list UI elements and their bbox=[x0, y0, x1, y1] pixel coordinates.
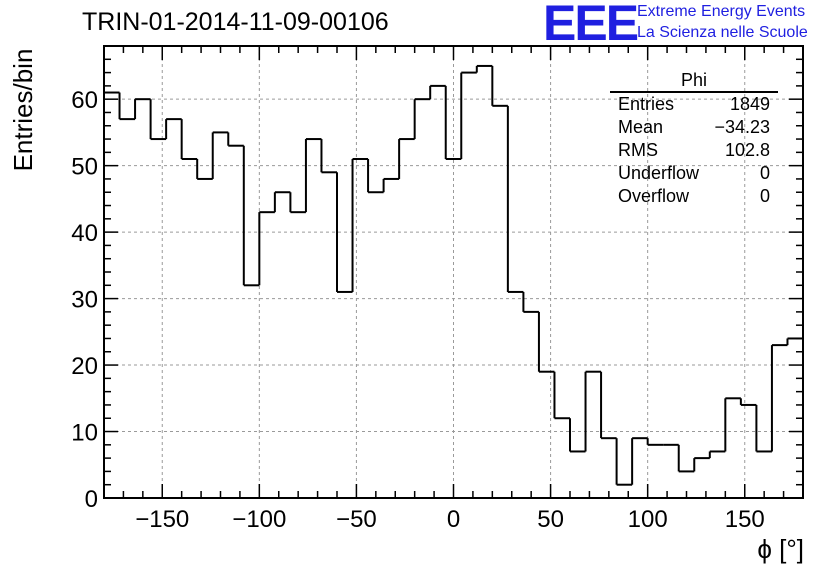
x-tick-label: −100 bbox=[232, 506, 286, 533]
stats-value: 0 bbox=[759, 186, 770, 206]
y-tick-label: 40 bbox=[71, 220, 98, 247]
x-axis-label: ϕ [°] bbox=[757, 534, 804, 564]
stats-box-name: Phi bbox=[610, 70, 778, 93]
stats-label: Mean bbox=[618, 117, 664, 137]
logo-tagline-2: La Scienza nelle Scuole bbox=[637, 24, 808, 41]
y-tick-label: 20 bbox=[71, 353, 98, 380]
stats-box: Phi Entries 1849 Mean −34.23 RMS 102.8 U… bbox=[610, 70, 778, 208]
stats-row-mean: Mean −34.23 bbox=[610, 116, 778, 139]
x-tick-label: 100 bbox=[628, 506, 668, 533]
stats-value: 102.8 bbox=[724, 140, 770, 160]
stats-label: RMS bbox=[618, 140, 658, 160]
x-tick-label: −150 bbox=[135, 506, 189, 533]
stats-row-rms: RMS 102.8 bbox=[610, 139, 778, 162]
eee-logo-icon: EEE bbox=[543, 0, 639, 51]
y-tick-label: 10 bbox=[71, 420, 98, 447]
stats-row-underflow: Underflow 0 bbox=[610, 162, 778, 185]
stats-value: −34.23 bbox=[714, 117, 770, 137]
stats-value: 0 bbox=[759, 163, 770, 183]
y-tick-label: 0 bbox=[85, 486, 98, 513]
stats-row-overflow: Overflow 0 bbox=[610, 185, 778, 208]
x-tick-label: 0 bbox=[447, 506, 460, 533]
stats-row-entries: Entries 1849 bbox=[610, 93, 778, 116]
x-tick-label: 50 bbox=[537, 506, 564, 533]
stats-label: Entries bbox=[618, 94, 675, 114]
y-tick-label: 60 bbox=[71, 87, 98, 114]
stats-label: Overflow bbox=[618, 186, 690, 206]
stats-value: 1849 bbox=[729, 94, 770, 114]
x-tick-label: 150 bbox=[725, 506, 765, 533]
y-tick-label: 50 bbox=[71, 154, 98, 181]
stats-label: Underflow bbox=[618, 163, 700, 183]
y-tick-label: 30 bbox=[71, 287, 98, 314]
logo-tagline-1: Extreme Energy Events bbox=[637, 3, 806, 20]
x-tick-label: −50 bbox=[336, 506, 377, 533]
chart-title: TRIN-01-2014-11-09-00106 bbox=[82, 8, 389, 36]
